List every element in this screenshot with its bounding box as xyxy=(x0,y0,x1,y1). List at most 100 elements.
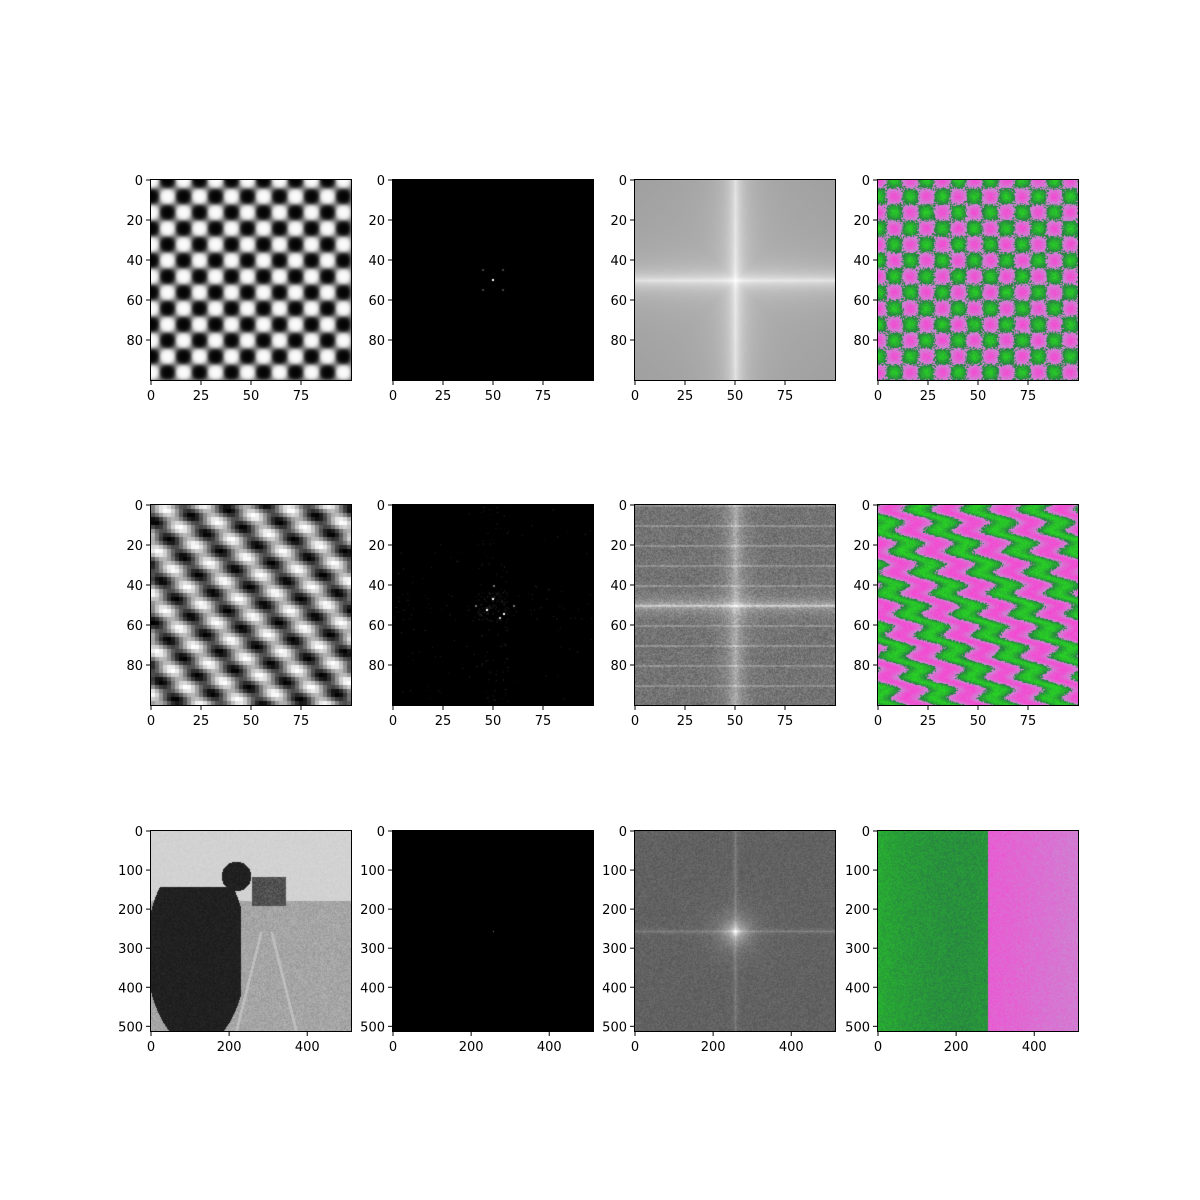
panel-checkerboard-phase-color: 0 25 50 75 0 20 40 60 80 xyxy=(853,174,1079,404)
x-tick-label: 75 xyxy=(535,714,552,729)
x-tick-label: 25 xyxy=(193,714,210,729)
axes-frame xyxy=(150,179,352,381)
y-tick-label: 20 xyxy=(853,539,870,554)
checkerboard-fft-magnitude-axes: 0 25 50 75 0 20 40 60 80 xyxy=(368,174,594,404)
y-tick-label: 0 xyxy=(619,499,627,514)
x-tick-label: 25 xyxy=(435,389,452,404)
y-tick-label: 0 xyxy=(135,499,143,514)
panel-wave-fft-magnitude: 0 25 50 75 0 20 40 60 80 xyxy=(368,499,594,729)
y-tick-label: 100 xyxy=(360,864,385,879)
y-tick-label: 0 xyxy=(862,825,870,840)
x-tick-label: 25 xyxy=(920,389,937,404)
x-tick-label: 0 xyxy=(631,714,639,729)
x-tick-label: 75 xyxy=(293,714,310,729)
y-tick-label: 40 xyxy=(126,579,143,594)
y-tick-label: 0 xyxy=(377,499,385,514)
x-tick-label: 0 xyxy=(389,714,397,729)
panel-camera-phase-color: 0 200 400 0 100 200 300 400 500 xyxy=(845,825,1079,1055)
camera-fft-magnitude-image xyxy=(393,831,593,1031)
x-tick-label: 50 xyxy=(970,389,987,404)
checkerboard-log-fft-magnitude-image xyxy=(635,180,835,380)
camera-image-image xyxy=(151,831,351,1031)
x-tick-label: 75 xyxy=(535,389,552,404)
y-tick-label: 0 xyxy=(135,825,143,840)
y-tick-label: 20 xyxy=(126,539,143,554)
axes-frame xyxy=(150,504,352,706)
y-tick-label: 60 xyxy=(368,619,385,634)
y-tick-label: 80 xyxy=(126,659,143,674)
y-tick-label: 60 xyxy=(853,619,870,634)
y-tick-label: 500 xyxy=(602,1020,627,1035)
axes-frame xyxy=(392,179,594,381)
y-tick-label: 40 xyxy=(610,579,627,594)
axes-frame xyxy=(877,830,1079,1032)
camera-fft-magnitude-axes: 0 200 400 0 100 200 300 400 500 xyxy=(360,825,594,1055)
y-tick-label: 300 xyxy=(360,942,385,957)
y-tick-label: 300 xyxy=(118,942,143,957)
y-tick-label: 40 xyxy=(853,254,870,269)
wave-phase-color-axes: 0 25 50 75 0 20 40 60 80 xyxy=(853,499,1079,729)
wave-phase-color-image xyxy=(878,505,1078,705)
y-tick-label: 0 xyxy=(862,499,870,514)
x-tick-label: 50 xyxy=(485,714,502,729)
y-tick-label: 100 xyxy=(845,864,870,879)
x-tick-label: 0 xyxy=(389,1040,397,1055)
camera-phase-color-axes: 0 200 400 0 100 200 300 400 500 xyxy=(845,825,1079,1055)
x-tick-label: 25 xyxy=(677,714,694,729)
x-tick-label: 0 xyxy=(147,389,155,404)
x-tick-label: 50 xyxy=(727,714,744,729)
panel-wave-log-fft-magnitude: 0 25 50 75 0 20 40 60 80 xyxy=(610,499,836,729)
y-tick-label: 300 xyxy=(845,942,870,957)
axes-frame xyxy=(634,830,836,1032)
y-tick-label: 400 xyxy=(602,981,627,996)
checkerboard-log-fft-magnitude-axes: 0 25 50 75 0 20 40 60 80 xyxy=(610,174,836,404)
y-tick-label: 20 xyxy=(368,539,385,554)
y-tick-label: 20 xyxy=(610,539,627,554)
axes-frame xyxy=(877,504,1079,706)
x-tick-label: 400 xyxy=(779,1040,804,1055)
y-tick-label: 60 xyxy=(126,294,143,309)
wave-image-image xyxy=(151,505,351,705)
x-tick-label: 75 xyxy=(1020,389,1037,404)
x-tick-label: 400 xyxy=(1022,1040,1047,1055)
y-tick-label: 80 xyxy=(126,334,143,349)
y-tick-label: 400 xyxy=(360,981,385,996)
y-tick-label: 80 xyxy=(610,659,627,674)
y-tick-label: 100 xyxy=(118,864,143,879)
y-tick-label: 60 xyxy=(853,294,870,309)
axes-frame xyxy=(634,179,836,381)
axes-frame xyxy=(150,830,352,1032)
y-tick-label: 200 xyxy=(845,903,870,918)
x-tick-label: 400 xyxy=(537,1040,562,1055)
wave-log-fft-magnitude-image xyxy=(635,505,835,705)
y-tick-label: 20 xyxy=(368,214,385,229)
axes-frame xyxy=(392,504,594,706)
y-tick-label: 200 xyxy=(602,903,627,918)
y-tick-label: 40 xyxy=(853,579,870,594)
axes-frame xyxy=(877,179,1079,381)
x-tick-label: 25 xyxy=(920,714,937,729)
x-tick-label: 0 xyxy=(389,389,397,404)
y-tick-label: 0 xyxy=(619,825,627,840)
y-tick-label: 0 xyxy=(862,174,870,189)
y-tick-label: 40 xyxy=(610,254,627,269)
y-tick-label: 60 xyxy=(610,294,627,309)
y-tick-label: 0 xyxy=(377,825,385,840)
x-tick-label: 200 xyxy=(459,1040,484,1055)
camera-log-fft-magnitude-axes: 0 200 400 0 100 200 300 400 500 xyxy=(602,825,836,1055)
x-tick-label: 25 xyxy=(193,389,210,404)
y-tick-label: 200 xyxy=(118,903,143,918)
y-tick-label: 0 xyxy=(377,174,385,189)
panel-checkerboard-fft-magnitude: 0 25 50 75 0 20 40 60 80 xyxy=(368,174,594,404)
x-tick-label: 0 xyxy=(631,1040,639,1055)
y-tick-label: 500 xyxy=(845,1020,870,1035)
camera-log-fft-magnitude-image xyxy=(635,831,835,1031)
panel-checkerboard-image: 0 25 50 75 0 20 40 60 80 xyxy=(126,174,352,404)
x-tick-label: 0 xyxy=(874,714,882,729)
y-tick-label: 20 xyxy=(610,214,627,229)
checkerboard-phase-color-image xyxy=(878,180,1078,380)
y-tick-label: 20 xyxy=(126,214,143,229)
x-tick-label: 50 xyxy=(485,389,502,404)
y-tick-label: 200 xyxy=(360,903,385,918)
x-tick-label: 75 xyxy=(1020,714,1037,729)
